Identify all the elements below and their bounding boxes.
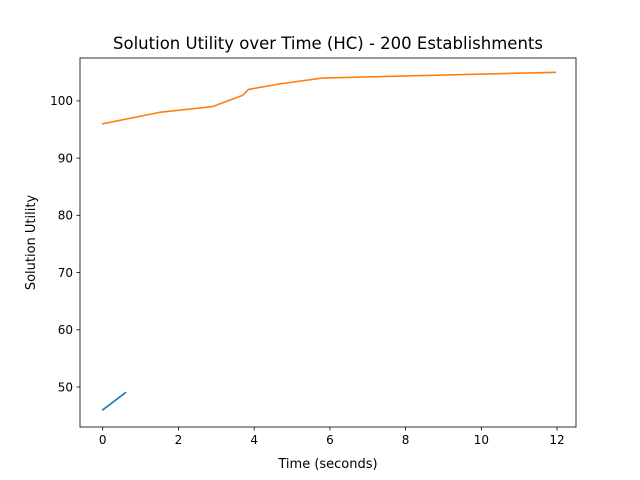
x-tick-label: 10 bbox=[474, 433, 489, 447]
x-tick-label: 4 bbox=[250, 433, 258, 447]
series-layer bbox=[101, 71, 556, 411]
x-tick-label: 12 bbox=[549, 433, 564, 447]
y-tick-label: 70 bbox=[58, 266, 73, 280]
x-axis-label: Time (seconds) bbox=[277, 457, 377, 472]
x-tick-label: 8 bbox=[402, 433, 410, 447]
series-line-1 bbox=[101, 391, 127, 411]
y-tick-label: 90 bbox=[58, 151, 73, 165]
chart-title: Solution Utility over Time (HC) - 200 Es… bbox=[113, 34, 543, 53]
x-axis-ticks: 0 2 4 6 8 10 12 bbox=[99, 427, 565, 447]
y-tick-label: 80 bbox=[58, 209, 73, 223]
x-tick-label: 6 bbox=[326, 433, 334, 447]
series-line-2 bbox=[101, 71, 556, 125]
x-tick-label: 0 bbox=[99, 433, 107, 447]
x-tick-label: 2 bbox=[175, 433, 183, 447]
y-tick-label: 100 bbox=[50, 94, 73, 108]
y-axis-label: Solution Utility bbox=[24, 195, 39, 291]
y-axis-ticks: 50 60 70 80 90 100 bbox=[50, 94, 80, 394]
y-tick-label: 60 bbox=[58, 323, 73, 337]
plot-frame bbox=[79, 57, 577, 428]
y-tick-label: 50 bbox=[58, 380, 73, 394]
